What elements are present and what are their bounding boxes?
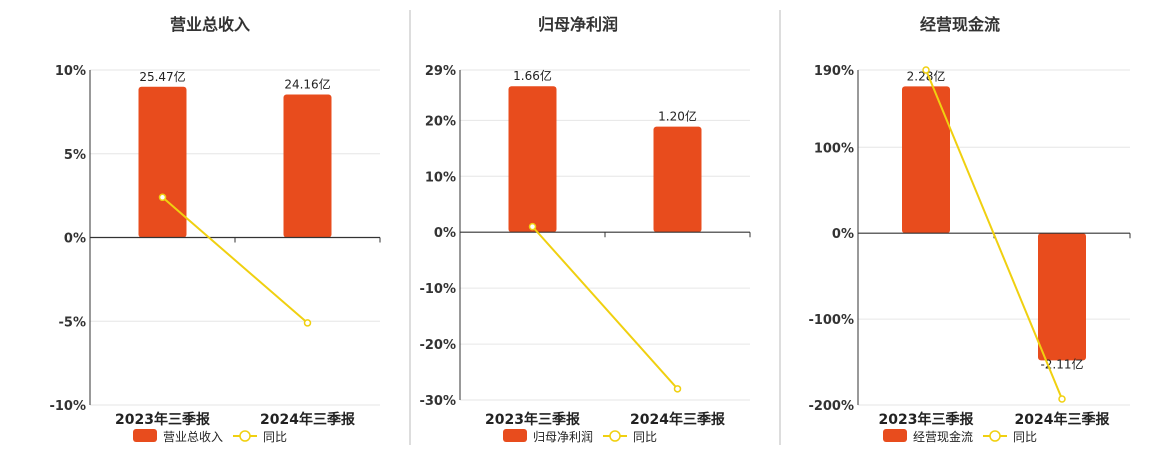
legend-bar-label: 经营现金流 bbox=[913, 429, 973, 444]
y-tick-label: 5% bbox=[64, 148, 86, 163]
legend-bar-swatch bbox=[133, 429, 157, 442]
yoy-point bbox=[303, 319, 312, 327]
y-tick-label: -10% bbox=[49, 399, 86, 414]
bar-value-label: 25.47亿 bbox=[139, 69, 185, 84]
y-tick-label: -5% bbox=[59, 315, 86, 330]
y-tick-label: 0% bbox=[434, 226, 456, 241]
y-tick-label: 190% bbox=[814, 64, 854, 79]
bar-value-label: 24.16亿 bbox=[284, 77, 330, 92]
bar bbox=[283, 94, 332, 238]
bar bbox=[138, 86, 187, 238]
yoy-point bbox=[158, 193, 167, 202]
yoy-line bbox=[161, 196, 309, 324]
y-tick-label: -10% bbox=[419, 282, 456, 297]
y-tick-label: 29% bbox=[425, 64, 456, 79]
yoy-line bbox=[925, 69, 1063, 400]
legend-bar-label: 营业总收入 bbox=[163, 430, 223, 444]
legend-line-marker bbox=[609, 430, 621, 442]
legend-line-label: 同比 bbox=[633, 430, 657, 444]
y-tick-label: 20% bbox=[425, 114, 456, 129]
yoy-point bbox=[922, 66, 930, 74]
legend-line-label: 同比 bbox=[1013, 430, 1037, 444]
legend-line-label: 同比 bbox=[263, 430, 287, 444]
y-tick-label: -100% bbox=[808, 313, 854, 328]
bar-value-label: 1.66亿 bbox=[513, 68, 552, 83]
bar bbox=[902, 86, 950, 234]
y-tick-label: 0% bbox=[832, 227, 854, 242]
chart-title: 经营现金流 bbox=[920, 15, 1000, 34]
chart-title: 归母净利润 bbox=[538, 15, 618, 34]
x-tick-label: 2023年三季报 bbox=[879, 411, 974, 428]
y-tick-label: 0% bbox=[64, 232, 86, 247]
bar-value-label: 2.28亿 bbox=[907, 68, 946, 83]
x-tick-label: 2024年三季报 bbox=[260, 411, 355, 428]
y-tick-label: 10% bbox=[425, 170, 456, 185]
bar-value-label: 1.20亿 bbox=[658, 109, 697, 124]
bar bbox=[508, 86, 557, 233]
y-tick-label: 100% bbox=[814, 141, 854, 156]
legend-line-marker bbox=[989, 430, 1001, 442]
yoy-point bbox=[528, 222, 537, 231]
x-tick-label: 2023年三季报 bbox=[485, 411, 580, 428]
bar bbox=[653, 126, 702, 233]
y-tick-label: -30% bbox=[419, 394, 456, 409]
x-tick-label: 2023年三季报 bbox=[115, 411, 210, 428]
legend-bar-swatch bbox=[503, 429, 527, 442]
x-tick-label: 2024年三季报 bbox=[630, 411, 725, 428]
x-tick-label: 2024年三季报 bbox=[1015, 411, 1110, 428]
yoy-point bbox=[1058, 395, 1066, 403]
yoy-line bbox=[531, 225, 679, 390]
y-tick-label: 10% bbox=[55, 64, 86, 79]
legend-bar-label: 归母净利润 bbox=[533, 430, 593, 444]
yoy-point bbox=[673, 385, 682, 393]
y-tick-label: -20% bbox=[419, 338, 456, 353]
bar bbox=[1038, 233, 1086, 361]
y-tick-label: -200% bbox=[808, 399, 854, 414]
chart-title: 营业总收入 bbox=[170, 15, 250, 34]
legend-line-marker bbox=[239, 430, 251, 442]
bar-value-label: -2.11亿 bbox=[1040, 356, 1083, 371]
legend-bar-swatch bbox=[883, 429, 907, 442]
